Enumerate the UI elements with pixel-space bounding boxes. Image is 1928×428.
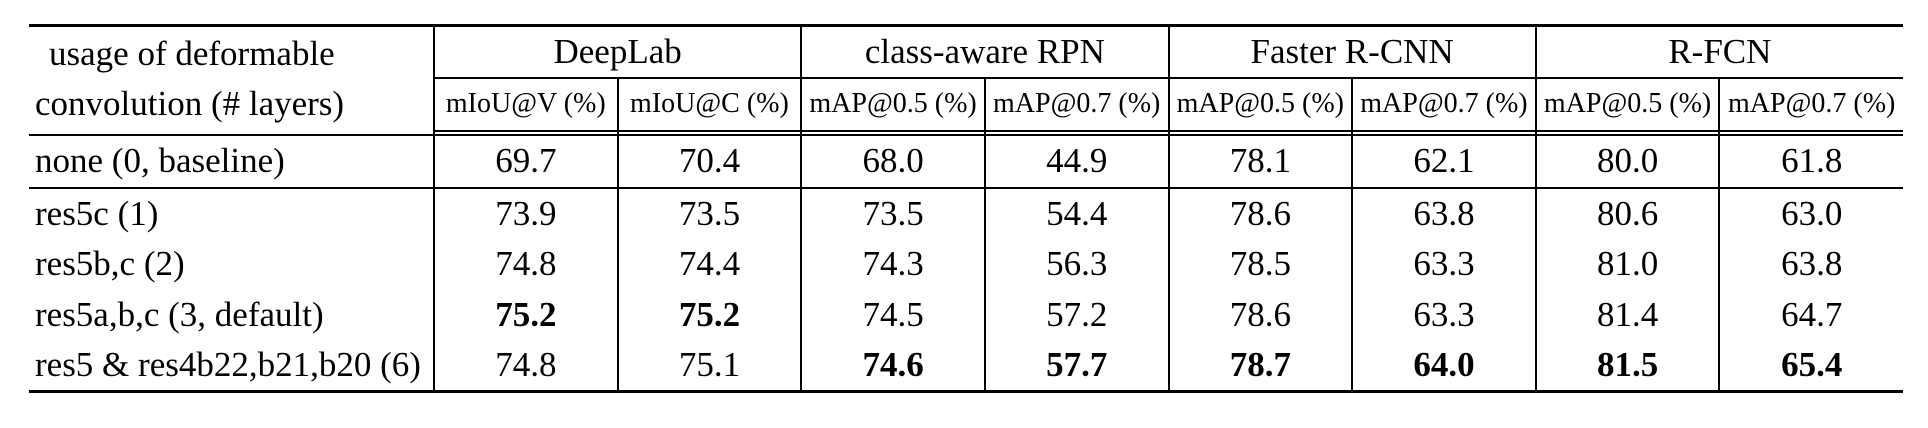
double-rule-spacer bbox=[800, 130, 985, 136]
cell-value: 74.5 bbox=[800, 289, 985, 341]
cell-value: 78.6 bbox=[1167, 289, 1353, 341]
row-label: res5b,c (2) bbox=[29, 238, 435, 290]
subcolumn-header-frcnn-map07: mAP@0.7 (%) bbox=[1351, 77, 1536, 132]
subcolumn-header-rpn-map07: mAP@0.7 (%) bbox=[983, 77, 1169, 132]
table-row-res5abc: res5a,b,c (3, default) 75.2 75.2 74.5 57… bbox=[29, 289, 1903, 341]
cell-value: 81.0 bbox=[1534, 238, 1720, 290]
cell-value: 73.5 bbox=[800, 187, 985, 239]
cell-value: 74.8 bbox=[433, 340, 618, 393]
cell-value: 64.0 bbox=[1351, 340, 1536, 393]
subcolumn-header-miou-v: mIoU@V (%) bbox=[433, 77, 618, 132]
table-row-res5-res4: res5 & res4b22,b21,b20 (6) 74.8 75.1 74.… bbox=[29, 340, 1903, 393]
subcolumn-header-rfcn-map05: mAP@0.5 (%) bbox=[1534, 77, 1720, 132]
group-header-class-aware-rpn: class-aware RPN bbox=[800, 24, 1169, 79]
cell-value: 81.4 bbox=[1534, 289, 1720, 341]
cell-value: 78.1 bbox=[1167, 134, 1353, 189]
row-label: res5 & res4b22,b21,b20 (6) bbox=[29, 340, 435, 393]
subcolumn-header-miou-c: mIoU@C (%) bbox=[616, 77, 802, 132]
row-label: res5c (1) bbox=[29, 187, 435, 239]
subcolumn-header-frcnn-map05: mAP@0.5 (%) bbox=[1167, 77, 1353, 132]
cell-value: 70.4 bbox=[616, 134, 802, 189]
double-rule-row bbox=[29, 130, 1903, 136]
cell-value: 75.2 bbox=[616, 289, 802, 341]
double-rule-spacer bbox=[1167, 130, 1353, 136]
table-row-baseline: none (0, baseline) 69.7 70.4 68.0 44.9 7… bbox=[29, 134, 1903, 189]
cell-value: 81.5 bbox=[1534, 340, 1720, 393]
subcolumn-header-rpn-map05: mAP@0.5 (%) bbox=[800, 77, 985, 132]
cell-value: 69.7 bbox=[433, 134, 618, 189]
subcolumn-header-rfcn-map07: mAP@0.7 (%) bbox=[1718, 77, 1903, 132]
corner-header: usage of deformable convolution (# layer… bbox=[29, 24, 435, 131]
results-table: usage of deformable convolution (# layer… bbox=[29, 24, 1903, 393]
group-header-faster-rcnn: Faster R-CNN bbox=[1167, 24, 1536, 79]
cell-value: 74.6 bbox=[800, 340, 985, 393]
table-row-res5bc: res5b,c (2) 74.8 74.4 74.3 56.3 78.5 63.… bbox=[29, 238, 1903, 290]
corner-header-line2: convolution (# layers) bbox=[35, 83, 345, 123]
cell-value: 57.2 bbox=[983, 289, 1169, 341]
row-label: res5a,b,c (3, default) bbox=[29, 289, 435, 341]
cell-value: 56.3 bbox=[983, 238, 1169, 290]
cell-value: 74.4 bbox=[616, 238, 802, 290]
double-rule-spacer bbox=[433, 130, 618, 136]
double-rule-spacer bbox=[1718, 130, 1903, 136]
cell-value: 80.6 bbox=[1534, 187, 1720, 239]
group-header-rfcn: R-FCN bbox=[1534, 24, 1903, 79]
cell-value: 61.8 bbox=[1718, 134, 1903, 189]
cell-value: 63.3 bbox=[1351, 289, 1536, 341]
group-header-row: usage of deformable convolution (# layer… bbox=[29, 24, 1903, 131]
subcolumn-header-row: mIoU@V (%) mIoU@C (%) mAP@0.5 (%) mAP@0.… bbox=[29, 77, 1903, 132]
double-rule-spacer bbox=[1534, 130, 1720, 136]
corner-header-line1: usage of deformable bbox=[49, 33, 335, 73]
cell-value: 44.9 bbox=[983, 134, 1169, 189]
group-header-deeplab: DeepLab bbox=[432, 24, 802, 79]
cell-value: 75.2 bbox=[433, 289, 618, 341]
cell-value: 80.0 bbox=[1534, 134, 1720, 189]
cell-value: 62.1 bbox=[1351, 134, 1536, 189]
cell-value: 78.7 bbox=[1167, 340, 1353, 393]
cell-value: 78.6 bbox=[1167, 187, 1353, 239]
cell-value: 65.4 bbox=[1718, 340, 1903, 393]
double-rule-spacer bbox=[29, 130, 435, 136]
row-label: none (0, baseline) bbox=[29, 134, 435, 189]
double-rule-spacer bbox=[1351, 130, 1536, 136]
double-rule-spacer bbox=[616, 130, 802, 136]
cell-value: 73.9 bbox=[433, 187, 618, 239]
cell-value: 74.3 bbox=[800, 238, 985, 290]
cell-value: 78.5 bbox=[1167, 238, 1353, 290]
cell-value: 68.0 bbox=[800, 134, 985, 189]
double-rule-spacer bbox=[983, 130, 1169, 136]
cell-value: 54.4 bbox=[983, 187, 1169, 239]
cell-value: 57.7 bbox=[983, 340, 1169, 393]
cell-value: 63.0 bbox=[1718, 187, 1903, 239]
table-row-res5c: res5c (1) 73.9 73.5 73.5 54.4 78.6 63.8 … bbox=[29, 187, 1903, 239]
cell-value: 74.8 bbox=[433, 238, 618, 290]
cell-value: 63.8 bbox=[1718, 238, 1903, 290]
cell-value: 63.3 bbox=[1351, 238, 1536, 290]
cell-value: 63.8 bbox=[1351, 187, 1536, 239]
cell-value: 73.5 bbox=[616, 187, 802, 239]
cell-value: 75.1 bbox=[616, 340, 802, 393]
cell-value: 64.7 bbox=[1718, 289, 1903, 341]
